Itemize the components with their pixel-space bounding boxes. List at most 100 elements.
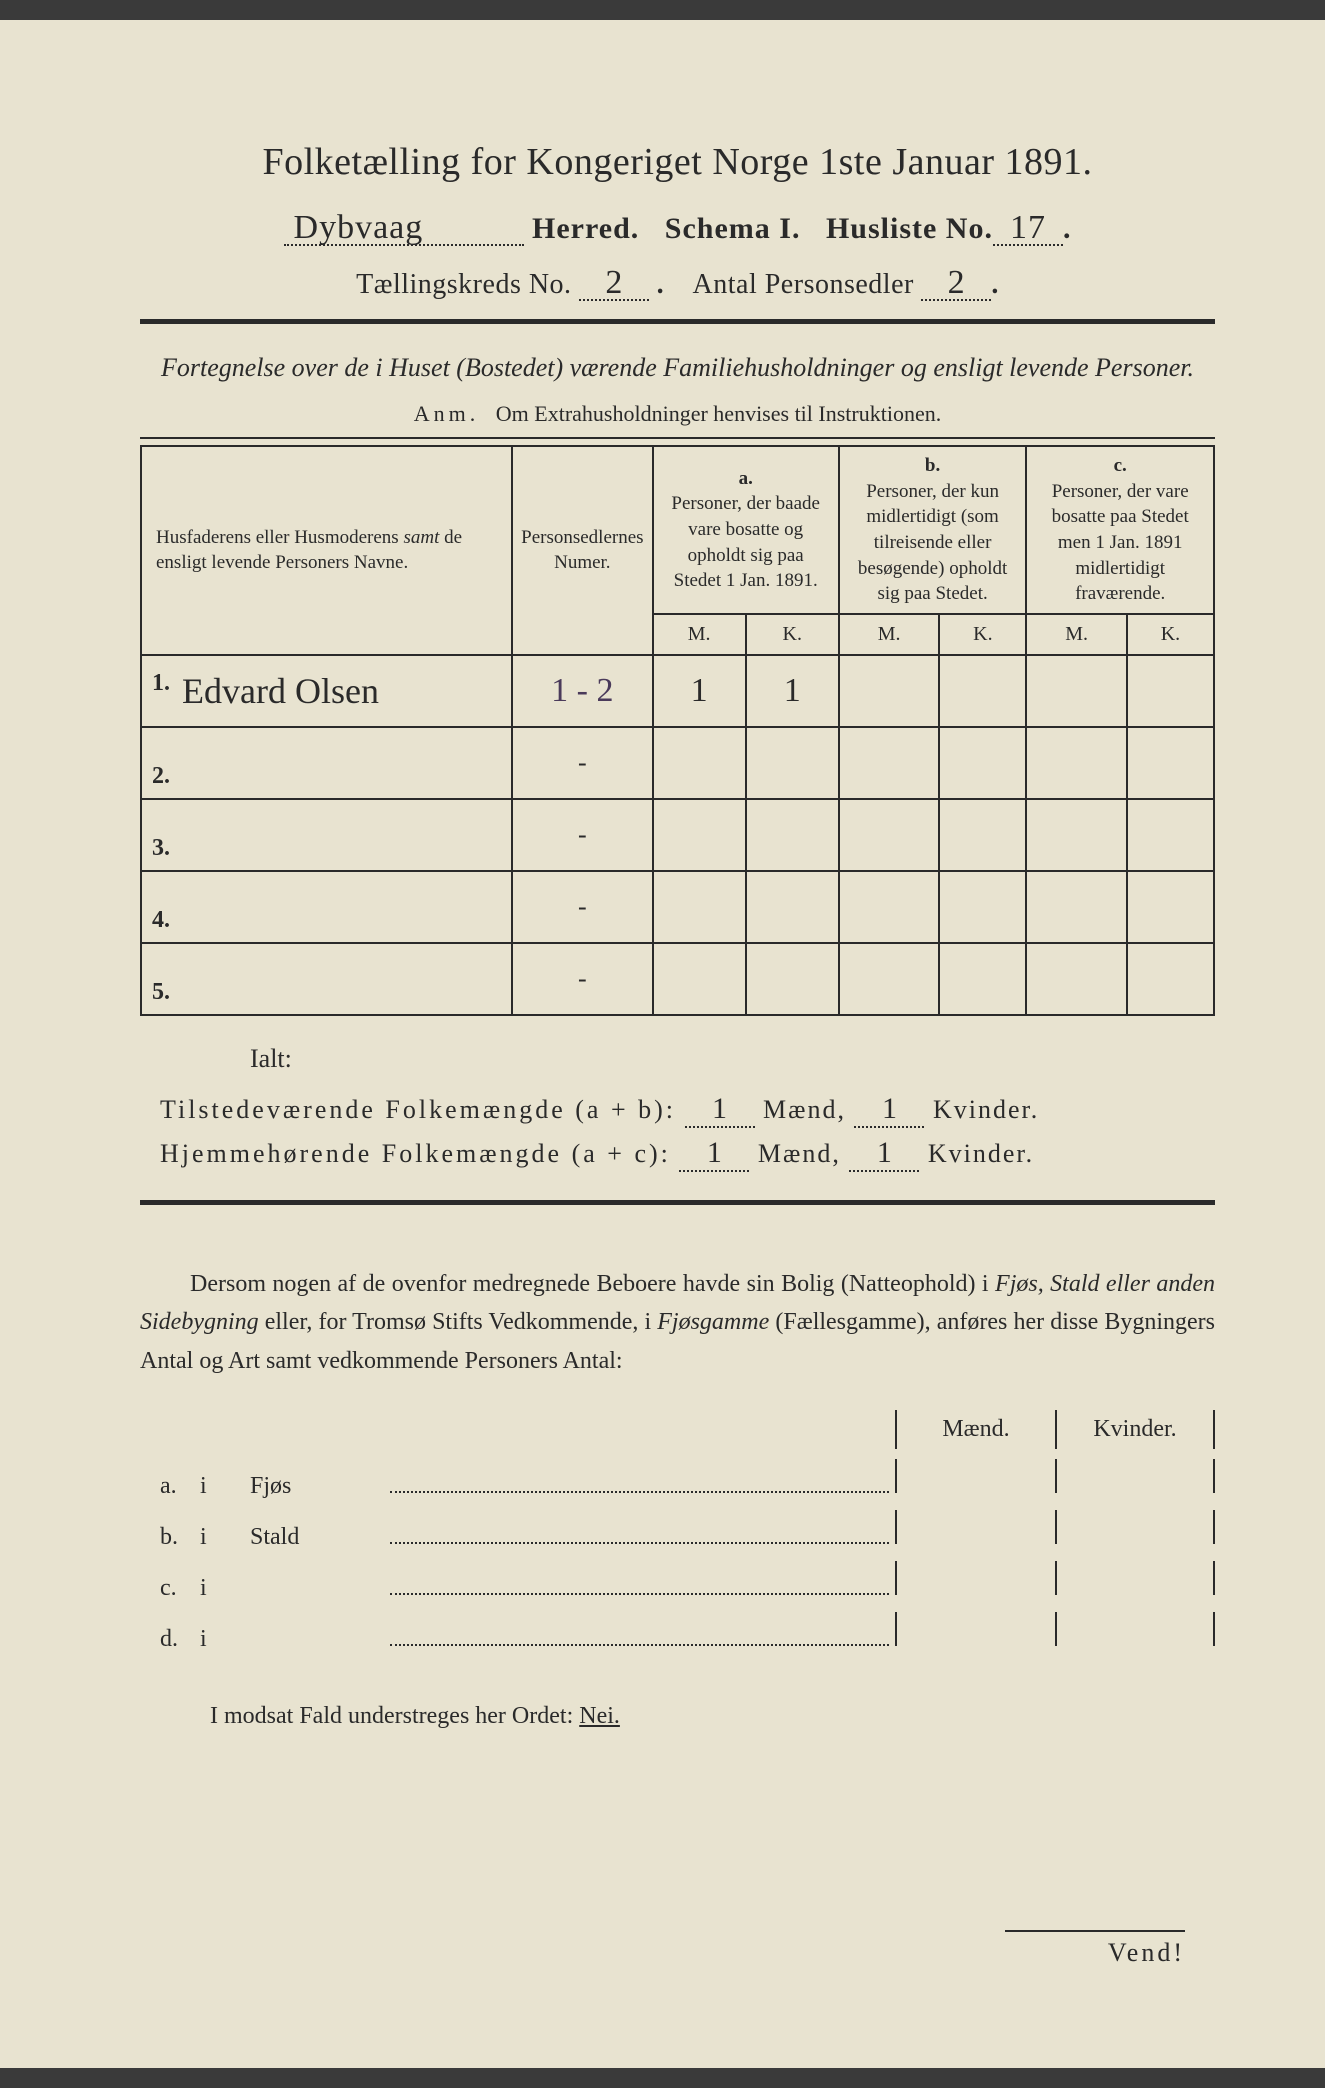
cell-pnum: - xyxy=(512,799,652,871)
bygn-cell-k xyxy=(1055,1510,1215,1544)
rule-1 xyxy=(140,319,1215,324)
bygn-what: Fjøs xyxy=(250,1473,390,1500)
cell-a-m xyxy=(653,799,746,871)
table-row: 5.- xyxy=(141,943,1214,1015)
nei-text: I modsat Fald understreges her Ordet: xyxy=(210,1703,579,1729)
maend-label: Mænd, xyxy=(763,1095,846,1124)
th-name: Husfaderens eller Husmoderens samt de en… xyxy=(141,446,512,655)
bygn-lbl: a. xyxy=(140,1473,200,1500)
schema-label: Schema I. xyxy=(665,212,801,245)
household-table: Husfaderens eller Husmoderens samt de en… xyxy=(140,445,1215,1016)
husliste-field: 17 xyxy=(993,213,1063,246)
cell-c-k xyxy=(1127,655,1214,727)
anm-line: Anm. Om Extrahusholdninger henvises til … xyxy=(140,401,1215,427)
bygn-cell-m xyxy=(895,1612,1055,1646)
cell-a-m xyxy=(653,943,746,1015)
bygn-cell-k xyxy=(1055,1561,1215,1595)
cell-b-k xyxy=(939,655,1026,727)
husliste-label: Husliste No. xyxy=(826,212,993,245)
anm-label: Anm. xyxy=(414,401,480,426)
hjemme-m: 1 xyxy=(679,1136,749,1172)
building-header: Mænd. Kvinder. xyxy=(140,1410,1215,1449)
cell-a-m xyxy=(653,871,746,943)
building-row: b.iStald xyxy=(140,1510,1215,1551)
bygn-cell-m xyxy=(895,1459,1055,1493)
totals-tilstede: Tilstedeværende Folkemængde (a + b): 1 M… xyxy=(160,1092,1215,1128)
bygn-lbl: d. xyxy=(140,1626,200,1653)
kreds-label: Tællingskreds No. xyxy=(356,269,571,300)
cell-b-k xyxy=(939,943,1026,1015)
th-num: Personsedlernes Numer. xyxy=(512,446,652,655)
bygn-lbl: c. xyxy=(140,1575,200,1602)
table-row: 4.- xyxy=(141,871,1214,943)
vend-label: Vend! xyxy=(1005,1930,1185,1968)
kvinder-label: Kvinder. xyxy=(933,1095,1039,1124)
nei-line: I modsat Fald understreges her Ordet: Ne… xyxy=(140,1703,1215,1730)
cell-b-k xyxy=(939,871,1026,943)
tilstede-m: 1 xyxy=(685,1092,755,1128)
bygn-maend: Mænd. xyxy=(895,1410,1055,1449)
cell-b-k xyxy=(939,799,1026,871)
herred-label: Herred. xyxy=(532,212,639,245)
cell-c-k xyxy=(1127,871,1214,943)
building-row: d.i xyxy=(140,1612,1215,1653)
antal-field: 2 xyxy=(921,268,991,301)
census-form-page: Folketælling for Kongeriget Norge 1ste J… xyxy=(0,20,1325,2068)
header-line-2: Dybvaag Herred. Schema I. Husliste No.17… xyxy=(140,212,1215,246)
cell-c-k xyxy=(1127,727,1214,799)
page-title: Folketælling for Kongeriget Norge 1ste J… xyxy=(140,140,1215,184)
hjemme-k: 1 xyxy=(849,1136,919,1172)
kreds-field: 2 xyxy=(579,268,649,301)
bygn-what: Stald xyxy=(250,1524,390,1551)
cell-pnum: 1 - 2 xyxy=(512,655,652,727)
cell-pnum: - xyxy=(512,943,652,1015)
cell-a-m: 1 xyxy=(653,655,746,727)
cell-b-m xyxy=(839,943,940,1015)
bygn-i: i xyxy=(200,1524,250,1551)
grp-a-letter: a. xyxy=(739,468,753,489)
building-block: Mænd. Kvinder. a.iFjøsb.iStaldc.id.i xyxy=(140,1410,1215,1653)
bygn-cell-k xyxy=(1055,1459,1215,1493)
cell-a-k xyxy=(746,799,839,871)
cell-b-m xyxy=(839,727,940,799)
cell-c-m xyxy=(1026,727,1127,799)
para-4: Fjøsgamme xyxy=(657,1309,769,1335)
nei-word: Nei. xyxy=(579,1703,620,1729)
cell-b-k xyxy=(939,727,1026,799)
ialt-label: Ialt: xyxy=(250,1044,1215,1074)
tilstede-k: 1 xyxy=(854,1092,924,1128)
cell-a-k xyxy=(746,943,839,1015)
table-row: 2.- xyxy=(141,727,1214,799)
cell-name: 2. xyxy=(141,727,512,799)
maend-label-2: Mænd, xyxy=(758,1139,841,1168)
para-3: eller, for Tromsø Stifts Vedkommende, i xyxy=(259,1309,658,1335)
totals-hjemme: Hjemmehørende Folkemængde (a + c): 1 Mæn… xyxy=(160,1136,1215,1172)
cell-a-k: 1 xyxy=(746,655,839,727)
table-row: 1.Edvard Olsen1 - 211 xyxy=(141,655,1214,727)
th-c-m: M. xyxy=(1026,614,1127,655)
rule-2 xyxy=(140,437,1215,439)
table-row: 3.- xyxy=(141,799,1214,871)
bygn-dots xyxy=(390,1542,889,1544)
herred-field: Dybvaag xyxy=(284,213,524,246)
th-b-k: K. xyxy=(939,614,1026,655)
cell-b-m xyxy=(839,799,940,871)
th-group-c: c. Personer, der vare bosatte paa Stedet… xyxy=(1026,446,1214,614)
grp-a-text: Personer, der baade vare bosatte og opho… xyxy=(671,493,820,591)
grp-b-text: Personer, der kun midlertidigt (som tilr… xyxy=(858,481,1007,605)
cell-pnum: - xyxy=(512,871,652,943)
th-group-a: a. Personer, der baade vare bosatte og o… xyxy=(653,446,839,614)
bygn-i: i xyxy=(200,1575,250,1602)
grp-c-text: Personer, der vare bosatte paa Stedet me… xyxy=(1052,481,1189,605)
paragraph: Dersom nogen af de ovenfor medregnede Be… xyxy=(140,1265,1215,1380)
grp-c-letter: c. xyxy=(1114,455,1127,476)
bygn-cell-m xyxy=(895,1510,1055,1544)
bygn-kvinder: Kvinder. xyxy=(1055,1410,1215,1449)
bygn-i: i xyxy=(200,1626,250,1653)
kvinder-label-2: Kvinder. xyxy=(928,1139,1034,1168)
cell-pnum: - xyxy=(512,727,652,799)
cell-c-k xyxy=(1127,799,1214,871)
bygn-dots xyxy=(390,1593,889,1595)
th-b-m: M. xyxy=(839,614,940,655)
rule-3 xyxy=(140,1200,1215,1205)
